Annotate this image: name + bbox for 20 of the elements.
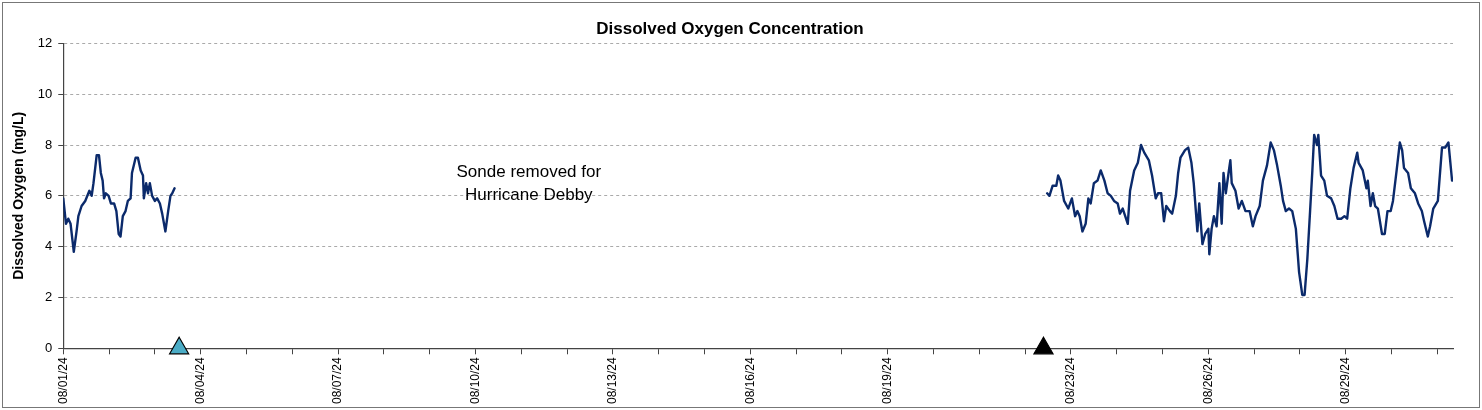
x-tick-label: 08/23/24 xyxy=(1063,356,1078,405)
chart-title: Dissolved Oxygen Concentration xyxy=(596,18,864,38)
y-tick-label: 10 xyxy=(37,85,53,101)
y-tick-label: 0 xyxy=(45,339,53,355)
x-tick-label: 08/19/24 xyxy=(880,356,895,405)
x-tick-label: 08/01/24 xyxy=(55,356,70,405)
annotation: Sonde removed for Hurricane Debby xyxy=(456,161,602,204)
x-tick-label: 08/04/24 xyxy=(192,356,207,405)
y-axis-title: Dissolved Oxygen (mg/L) xyxy=(10,111,27,280)
y-tick-label: 2 xyxy=(45,289,53,305)
x-tick-label: 08/16/24 xyxy=(742,356,757,405)
x-tick-label: 08/26/24 xyxy=(1200,356,1215,405)
y-tick-label: 6 xyxy=(45,187,53,203)
x-tick-label: 08/29/24 xyxy=(1338,356,1353,405)
y-tick-label: 12 xyxy=(37,34,53,50)
y-tick-label: 4 xyxy=(45,238,53,254)
x-tick-label: 08/13/24 xyxy=(605,356,620,405)
y-tick-label: 8 xyxy=(45,136,53,152)
x-tick-label: 08/07/24 xyxy=(330,356,345,405)
x-tick-label: 08/10/24 xyxy=(467,356,482,405)
